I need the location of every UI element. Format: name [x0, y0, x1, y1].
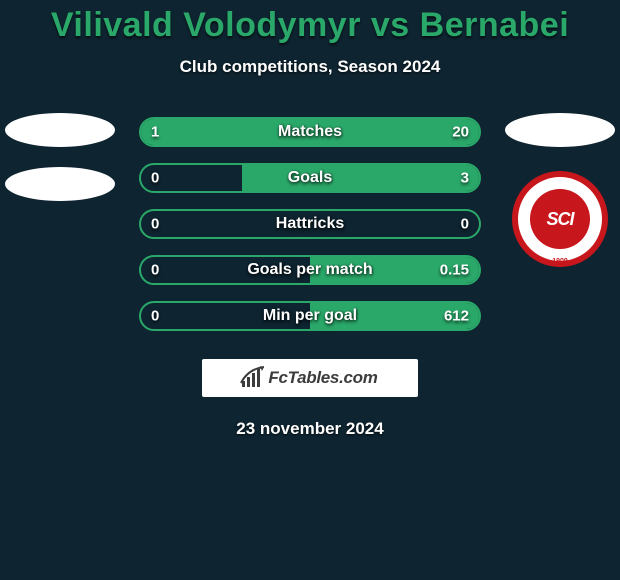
stat-value-right: 0: [461, 216, 469, 233]
stat-value-left: 0: [151, 308, 159, 325]
date-label: 23 november 2024: [0, 419, 620, 439]
stat-row: 0 0 Hattricks: [139, 209, 481, 239]
stats-section: SCI 1909 1 20 Matches 0 3 Goals 0 0 Hattricks 0 0.…: [0, 117, 620, 331]
stat-row: 0 3 Goals: [139, 163, 481, 193]
right-club-badge: SCI 1909: [512, 171, 608, 267]
watermark-text: FcTables.com: [268, 368, 377, 388]
stat-value-left: 0: [151, 216, 159, 233]
stat-label: Hattricks: [276, 215, 344, 233]
stat-value-right: 0.15: [440, 262, 469, 279]
stat-row: 0 612 Min per goal: [139, 301, 481, 331]
stat-value-left: 0: [151, 262, 159, 279]
stat-value-right: 20: [452, 124, 469, 141]
left-player-column: [0, 113, 120, 201]
stat-label: Goals per match: [247, 261, 372, 279]
stat-value-right: 3: [461, 170, 469, 187]
watermark: FcTables.com: [202, 359, 418, 397]
stat-row: 0 0.15 Goals per match: [139, 255, 481, 285]
left-club-badge-placeholder: [5, 167, 115, 201]
stat-label: Goals: [288, 169, 332, 187]
right-player-column: SCI 1909: [500, 113, 620, 267]
stat-rows: 1 20 Matches 0 3 Goals 0 0 Hattricks 0 0.15 Goals p…: [139, 117, 481, 331]
stat-value-right: 612: [444, 308, 469, 325]
stat-label: Matches: [278, 123, 342, 141]
club-badge-monogram: SCI: [530, 189, 590, 249]
subtitle: Club competitions, Season 2024: [0, 57, 620, 77]
stat-row: 1 20 Matches: [139, 117, 481, 147]
club-badge-year: 1909: [552, 258, 568, 265]
comparison-card: Vilivald Volodymyr vs Bernabei Club comp…: [0, 0, 620, 439]
page-title: Vilivald Volodymyr vs Bernabei: [0, 6, 620, 45]
stat-value-left: 0: [151, 170, 159, 187]
stat-value-left: 1: [151, 124, 159, 141]
bar-fill-right: [242, 165, 479, 191]
bar-chart-icon: [242, 369, 264, 387]
right-player-photo-placeholder: [505, 113, 615, 147]
left-player-photo-placeholder: [5, 113, 115, 147]
stat-label: Min per goal: [263, 307, 357, 325]
